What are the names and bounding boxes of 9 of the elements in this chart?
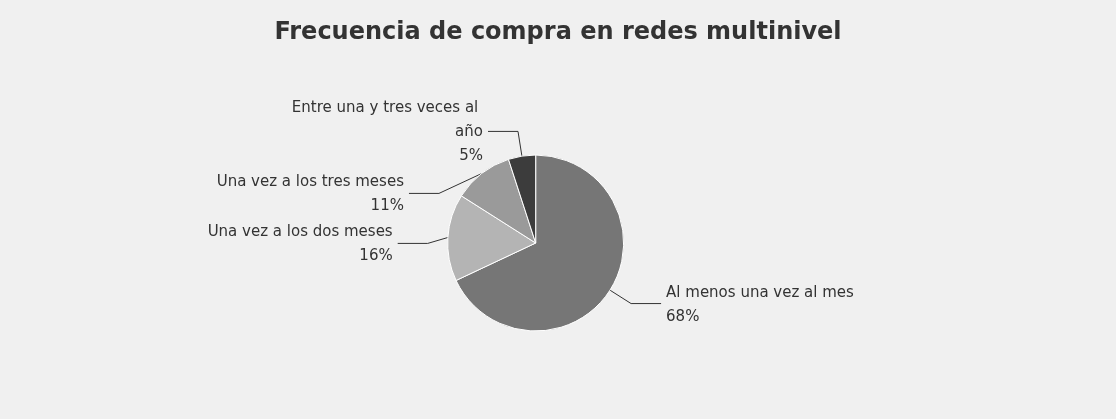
data-label: 5% bbox=[459, 146, 483, 165]
data-label: 11% bbox=[370, 196, 404, 215]
slice-label: Una vez a los tres meses bbox=[216, 172, 405, 191]
slice-label: Al menos una vez al mes bbox=[666, 282, 855, 301]
data-label: 68% bbox=[666, 306, 700, 325]
slice-label: Entre una y tres veces al año bbox=[291, 98, 483, 141]
slice-label: Una vez a los dos meses bbox=[207, 222, 393, 241]
data-label: 16% bbox=[359, 246, 393, 265]
chart-title: Frecuencia de compra en redes multinivel bbox=[274, 17, 842, 45]
